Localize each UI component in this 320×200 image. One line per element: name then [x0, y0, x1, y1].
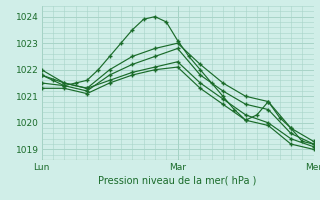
X-axis label: Pression niveau de la mer( hPa ): Pression niveau de la mer( hPa )	[99, 176, 257, 186]
